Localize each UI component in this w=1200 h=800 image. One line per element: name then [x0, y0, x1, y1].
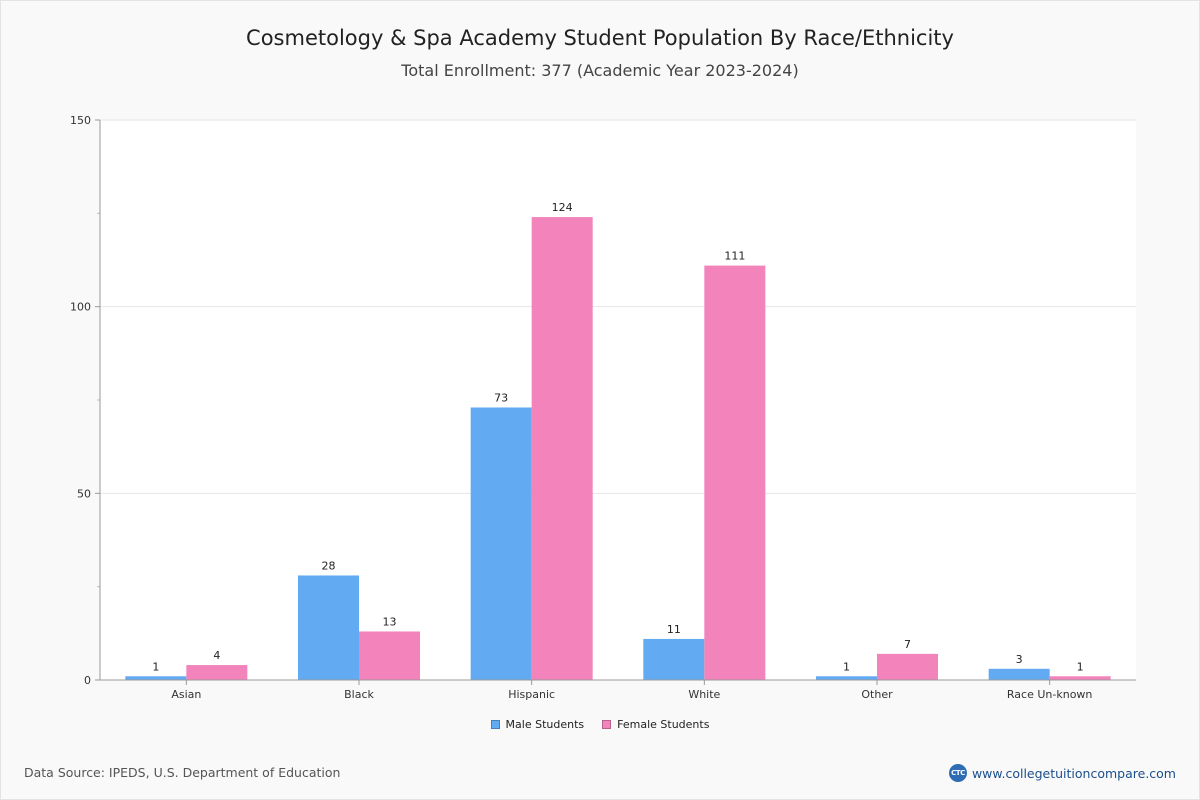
legend-label-male: Male Students	[505, 718, 585, 731]
bar-value-label: 4	[213, 649, 220, 662]
bar-value-label: 73	[494, 391, 508, 404]
chart-title: Cosmetology & Spa Academy Student Popula…	[246, 26, 954, 50]
x-tick-label: Other	[861, 688, 893, 701]
legend-label-female: Female Students	[617, 718, 710, 731]
y-tick-label: 0	[84, 674, 91, 687]
legend: Male Students Female Students	[0, 718, 1200, 731]
bar-value-label: 1	[1077, 660, 1084, 673]
bar-female	[531, 217, 593, 681]
bar-female	[186, 665, 248, 680]
bar-value-label: 111	[724, 250, 745, 263]
bar-female	[704, 265, 766, 680]
bar-male	[643, 638, 705, 680]
legend-swatch-male	[490, 720, 500, 729]
bar-value-label: 11	[667, 623, 681, 636]
bar-value-label: 1	[843, 660, 850, 673]
bar-male	[298, 575, 359, 680]
brand-logo-icon: CTC	[948, 764, 967, 782]
data-source: Data Source: IPEDS, U.S. Department of E…	[24, 765, 341, 780]
bar-male	[988, 668, 1050, 680]
brand-link[interactable]: CTC www.collegetuitioncompare.com	[948, 764, 1176, 782]
bar-value-label: 7	[904, 638, 911, 651]
bar-male	[125, 676, 187, 680]
bar-value-label: 3	[1016, 653, 1023, 666]
x-tick-label: Black	[344, 688, 374, 701]
bar-female	[359, 631, 420, 680]
bar-value-label: 13	[383, 615, 397, 628]
bar-female	[877, 653, 938, 680]
y-tick-label: 50	[77, 487, 91, 500]
legend-swatch-female	[602, 720, 612, 729]
legend-item-male[interactable]: Male Students	[490, 718, 585, 731]
legend-item-female[interactable]: Female Students	[602, 718, 709, 731]
y-tick-label: 150	[70, 114, 91, 127]
x-tick-label: Asian	[171, 688, 201, 701]
chart-subtitle: Total Enrollment: 377 (Academic Year 202…	[401, 61, 799, 80]
x-tick-label: White	[688, 688, 720, 701]
plot-area	[100, 120, 1136, 680]
bar-value-label: 124	[552, 201, 573, 214]
bar-value-label: 1	[152, 660, 159, 673]
bar-male	[470, 407, 532, 680]
y-tick-label: 100	[70, 301, 91, 314]
bar-male	[816, 676, 877, 680]
bar-female	[1049, 676, 1111, 680]
x-tick-label: Hispanic	[508, 688, 555, 701]
bar-value-label: 28	[322, 559, 336, 572]
x-tick-label: Race Un-known	[1007, 688, 1093, 701]
brand-url: www.collegetuitioncompare.com	[971, 765, 1176, 781]
